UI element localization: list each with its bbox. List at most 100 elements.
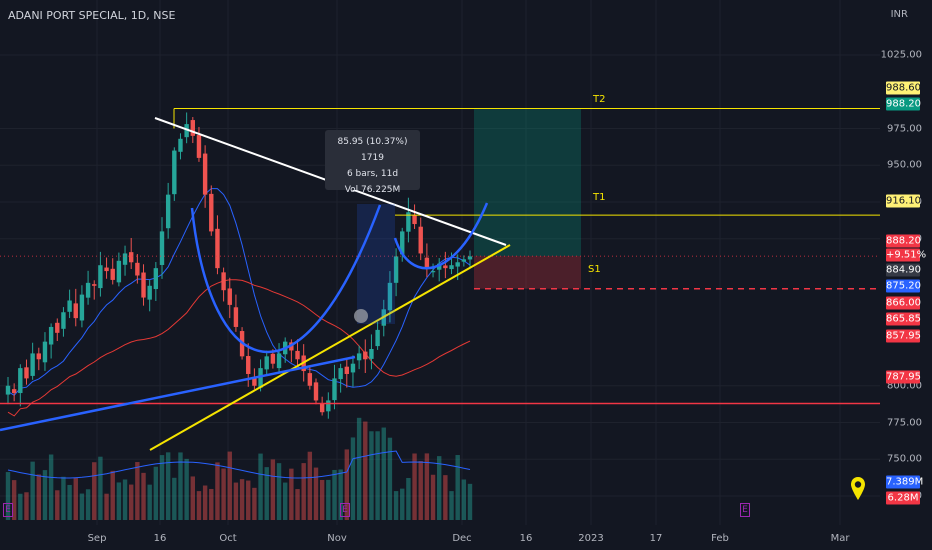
volume-bar <box>36 474 41 520</box>
candle-body <box>92 284 97 286</box>
candle-body <box>350 363 356 373</box>
price-tick: 975.00 <box>887 123 922 134</box>
volume-bar <box>338 469 343 520</box>
support-trendline <box>149 244 511 451</box>
measure-change: 85.95 (10.37%) 1719 <box>337 137 408 163</box>
volume-bar <box>79 493 85 520</box>
price-tag: 6.28M <box>886 491 920 505</box>
volume-bar <box>319 479 325 520</box>
candle-body <box>233 307 239 327</box>
volume-bar <box>24 492 29 520</box>
candle-body <box>375 329 380 347</box>
currency-label: INR <box>890 9 908 20</box>
volume-bar <box>215 462 220 520</box>
candle-body <box>55 322 60 333</box>
volume-bar <box>153 466 159 520</box>
volume-bar <box>92 462 97 520</box>
earnings-badge[interactable]: E <box>3 503 13 517</box>
volume-bar <box>418 461 423 520</box>
candle-body <box>418 226 423 254</box>
earnings-badge[interactable]: E <box>740 503 750 517</box>
volume-bar <box>227 451 232 520</box>
volume-bar <box>172 477 177 520</box>
candle-body <box>172 150 177 195</box>
candle-body <box>276 353 282 369</box>
price-tag: 857.95 <box>886 329 921 343</box>
volume-bar <box>276 463 282 520</box>
volume-bar <box>301 463 306 520</box>
candle-body <box>178 138 183 152</box>
time-tick: Mar <box>830 533 850 544</box>
candle-body <box>202 153 208 195</box>
volume-bar <box>363 421 368 520</box>
price-tick: 800.00 <box>887 380 922 392</box>
candle-body <box>252 377 257 386</box>
time-tick: Nov <box>327 533 347 544</box>
candle-body <box>326 400 331 412</box>
time-axis[interactable]: Sep 16 Oct Nov Dec 16 2023 17 Feb Mar <box>0 525 880 550</box>
candle-body <box>184 124 189 138</box>
volume-bar <box>430 474 436 520</box>
candle-body <box>393 256 399 283</box>
measure-anchor <box>354 309 368 323</box>
candle-body <box>18 368 23 394</box>
candle-body <box>437 263 442 270</box>
volume-bar <box>350 437 356 520</box>
time-tick: Sep <box>87 533 107 544</box>
volume-bar <box>258 453 263 520</box>
volume-bar <box>239 479 245 520</box>
volume-bar <box>30 461 35 520</box>
candle-body <box>165 194 171 229</box>
symbol-title[interactable]: ADANI PORT SPECIAL, 1D, NSE <box>8 9 176 22</box>
volume-bar <box>147 484 152 520</box>
candle-body <box>344 366 349 374</box>
measure-tooltip: 85.95 (10.37%) 1719 6 bars, 11d Vol 76.2… <box>325 130 420 195</box>
volume-bar <box>141 472 146 520</box>
volume-bar <box>209 488 214 520</box>
volume-bars <box>5 417 473 520</box>
target-zone <box>474 109 581 257</box>
volume-bar <box>461 479 467 520</box>
volume-bar <box>202 485 208 520</box>
time-tick: 17 <box>649 533 663 544</box>
candle-body <box>221 272 226 291</box>
candle-body <box>467 256 473 260</box>
volume-bar <box>313 467 319 520</box>
earnings-badge[interactable]: E <box>340 503 350 517</box>
volume-bar <box>11 480 17 520</box>
handle-curve <box>393 202 489 270</box>
candle-body <box>319 403 325 413</box>
ma-fast-line <box>7 188 471 396</box>
candle-body <box>104 267 109 272</box>
candle-body <box>295 350 300 360</box>
price-tick: 750.00 <box>887 453 922 465</box>
volume-bar <box>18 493 23 520</box>
candle-body <box>461 259 467 262</box>
volume-bar <box>406 478 411 520</box>
volume-bar <box>252 487 257 520</box>
volume-bar <box>116 482 122 520</box>
volume-bar <box>344 449 349 520</box>
candle-body <box>196 135 202 158</box>
volume-bar <box>424 453 430 520</box>
volume-bar <box>455 455 460 520</box>
volume-bar <box>129 484 134 520</box>
measure-box <box>357 204 395 324</box>
volume-bar <box>42 470 48 520</box>
volume-bar <box>5 472 11 520</box>
candle-body <box>338 368 343 380</box>
price-tag: 988.20 <box>886 97 921 111</box>
label-t1: T1 <box>593 192 606 203</box>
volume-bar <box>246 480 251 520</box>
cup-curve <box>190 204 382 354</box>
candle-body <box>122 253 128 265</box>
price-axis[interactable]: 1025.00975.00950.00925.00900.00800.00775… <box>874 0 924 525</box>
location-marker-icon[interactable] <box>850 476 866 502</box>
volume-bar <box>437 456 442 520</box>
volume-bar <box>233 482 239 520</box>
candle-body <box>412 215 417 225</box>
candle-body <box>227 288 232 305</box>
volume-bar <box>356 417 362 520</box>
candle-body <box>363 351 368 360</box>
